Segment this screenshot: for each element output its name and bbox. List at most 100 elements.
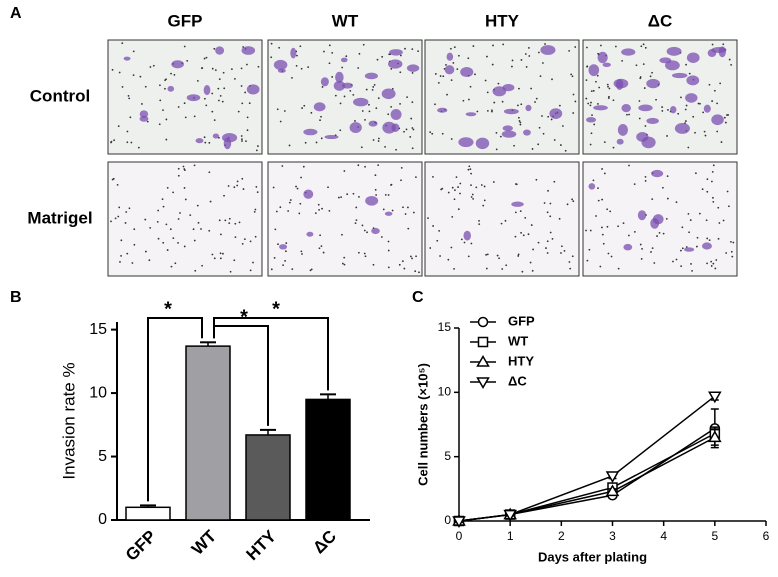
panel-label: A [10, 5, 22, 22]
pore [607, 97, 610, 99]
cell [613, 78, 629, 89]
pore [364, 255, 367, 258]
pore [279, 120, 282, 123]
pore [622, 222, 625, 225]
pore [128, 97, 131, 100]
pore [527, 233, 530, 236]
pore [372, 139, 375, 141]
pore [720, 141, 723, 143]
pore [666, 135, 668, 137]
pore [662, 232, 665, 235]
pore [527, 47, 530, 49]
pore [434, 103, 436, 106]
pore [399, 54, 402, 57]
pore [542, 62, 544, 64]
pore [446, 93, 448, 96]
pore [451, 215, 454, 218]
pore [535, 97, 538, 100]
pore [644, 176, 647, 178]
pore [411, 48, 414, 50]
pore [635, 64, 638, 67]
pore [495, 148, 498, 151]
pore [459, 182, 462, 185]
pore [469, 85, 472, 88]
pore [672, 260, 674, 263]
pore [341, 233, 343, 236]
pore [159, 84, 161, 87]
pore [585, 79, 588, 81]
pore [244, 91, 247, 94]
pore [534, 101, 536, 103]
pore [144, 85, 147, 88]
pore [514, 235, 517, 238]
series-line [458, 427, 716, 522]
pore [361, 110, 364, 112]
pore [224, 219, 227, 222]
pore [665, 217, 668, 220]
cell [279, 244, 288, 250]
pore [208, 141, 211, 144]
cell [602, 62, 611, 68]
pore [230, 68, 233, 71]
pore [412, 211, 415, 214]
pore [384, 193, 387, 196]
pore [355, 219, 358, 222]
pore [531, 148, 534, 150]
pore [177, 218, 180, 220]
cell [246, 84, 260, 95]
pore [372, 263, 375, 266]
pore [149, 226, 152, 229]
pore [415, 255, 417, 258]
pore [119, 261, 121, 263]
pore [218, 78, 221, 81]
pore [590, 101, 592, 104]
pore [644, 125, 647, 127]
pore [407, 227, 410, 230]
pore [205, 104, 208, 107]
pore [705, 219, 708, 222]
pore [501, 268, 504, 270]
pore [717, 237, 720, 240]
pore [447, 258, 450, 261]
pore [679, 249, 682, 252]
pore [255, 185, 258, 188]
pore [398, 263, 401, 266]
pore [110, 140, 113, 143]
pore [126, 141, 129, 144]
cell [203, 84, 211, 96]
pore [601, 226, 603, 229]
pore [551, 78, 553, 81]
pore [137, 146, 140, 149]
pore [712, 262, 715, 265]
cell [460, 67, 474, 78]
cell [437, 107, 448, 113]
pore [214, 69, 217, 72]
pore [589, 104, 592, 107]
pore [478, 223, 481, 226]
pore [711, 170, 714, 173]
micrograph [267, 161, 423, 277]
pore [546, 252, 549, 254]
pore [513, 144, 515, 147]
pore [315, 141, 318, 144]
pore [639, 243, 642, 246]
pore [472, 198, 475, 200]
pore [681, 247, 684, 250]
pore [208, 171, 211, 174]
x-tick-label: 3 [609, 529, 616, 543]
pore [453, 198, 456, 201]
column-label: GFP [168, 11, 203, 30]
pore [228, 222, 231, 225]
pore [391, 209, 394, 212]
pore [588, 248, 591, 251]
legend-label: HTY [508, 353, 534, 368]
pore [595, 80, 597, 83]
pore [470, 172, 472, 175]
pore [460, 238, 463, 241]
pore [541, 115, 543, 117]
cell [212, 133, 220, 139]
pore [644, 46, 647, 49]
pore [642, 43, 645, 46]
pore [197, 221, 200, 224]
pore [299, 202, 302, 205]
